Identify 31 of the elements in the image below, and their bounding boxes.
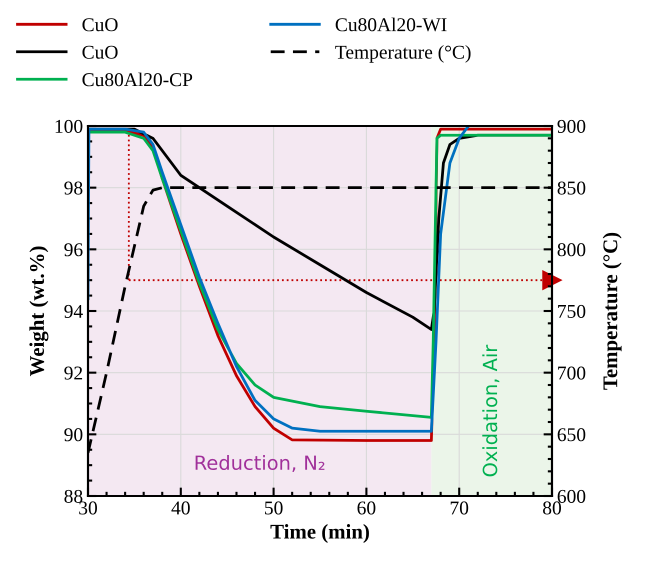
y-tick-label: 90 bbox=[64, 428, 82, 442]
y2-tick-label: 750 bbox=[558, 304, 586, 318]
y-tick-label: 94 bbox=[64, 304, 83, 318]
y-tick-label: 92 bbox=[64, 366, 82, 380]
legend-label: Cu80Al20-WI bbox=[336, 18, 447, 32]
y2-axis-title: Temperature (°C) bbox=[602, 232, 622, 390]
x-axis-title: Time (min) bbox=[270, 524, 369, 543]
y-axis-title: Weight (wt.%) bbox=[29, 246, 48, 376]
y-tick-label: 98 bbox=[64, 181, 82, 195]
y2-tick-label: 600 bbox=[558, 490, 586, 503]
y-tick-label: 100 bbox=[56, 120, 82, 133]
y-tick-label: 88 bbox=[64, 490, 82, 503]
x-tick-label: 80 bbox=[543, 501, 561, 515]
legend-label: CuO bbox=[82, 46, 118, 59]
legend-label: CuO bbox=[82, 18, 118, 32]
y2-tick-label: 800 bbox=[558, 243, 586, 256]
y2-tick-label: 650 bbox=[558, 428, 586, 442]
y2-tick-label: 900 bbox=[557, 120, 586, 133]
x-tick-label: 40 bbox=[171, 501, 190, 515]
x-tick-label: 50 bbox=[265, 501, 283, 515]
y-tick-label: 96 bbox=[64, 243, 83, 256]
band-label: Oxidation, Air bbox=[482, 344, 500, 476]
x-tick-label: 60 bbox=[358, 501, 376, 515]
x-tick-label: 30 bbox=[79, 501, 97, 515]
y2-tick-label: 850 bbox=[558, 181, 586, 195]
x-tick-label: 70 bbox=[450, 501, 468, 515]
band-label: Reduction, N₂ bbox=[196, 454, 324, 472]
line-series bbox=[88, 126, 470, 433]
legend-label: Temperature (°C) bbox=[335, 45, 471, 63]
y2-tick-label: 700 bbox=[558, 366, 586, 380]
legend-label: Cu80Al20-CP bbox=[82, 72, 192, 86]
